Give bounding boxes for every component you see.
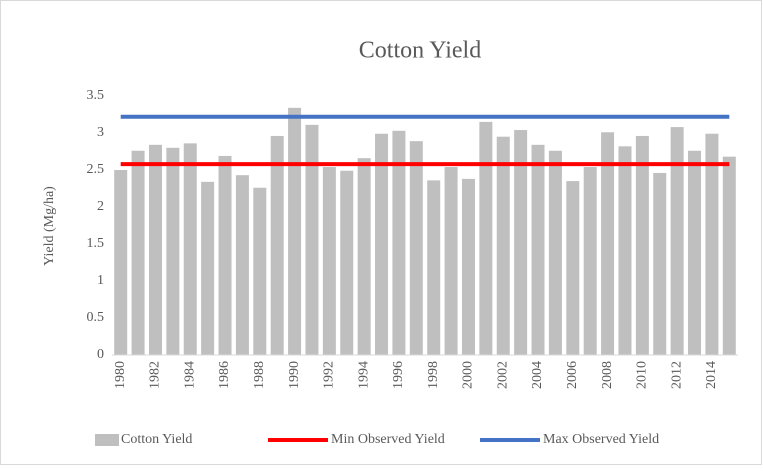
bar (114, 170, 128, 355)
bar (305, 124, 319, 355)
x-tick-label: 2006 (565, 361, 580, 389)
x-tick-label: 1994 (356, 361, 371, 389)
x-tick-label: 2000 (461, 361, 476, 389)
x-tick-label: 2008 (600, 361, 615, 389)
y-tick-label: 3 (97, 125, 104, 140)
bar (340, 170, 354, 355)
bar (235, 175, 249, 355)
bar (183, 143, 197, 355)
bar (583, 167, 597, 355)
bar (670, 127, 684, 355)
x-tick-label: 1998 (426, 361, 441, 389)
y-tick-label: 1 (97, 273, 104, 288)
x-tick-label: 2002 (495, 361, 510, 389)
x-tick-label: 2014 (704, 361, 719, 389)
x-tick-label: 2004 (530, 361, 545, 389)
bar (531, 144, 545, 355)
bar (688, 150, 702, 355)
legend-swatch (95, 434, 119, 446)
legend-label: Cotton Yield (121, 432, 192, 447)
bar (461, 178, 475, 355)
bar (322, 167, 336, 355)
bar (705, 133, 719, 355)
y-tick-label: 2.5 (87, 162, 105, 177)
bar (635, 135, 649, 355)
x-tick-label: 1992 (322, 361, 337, 389)
bar (357, 158, 371, 355)
x-tick-label: 2010 (635, 361, 650, 389)
y-tick-label: 0 (97, 347, 104, 362)
bar (618, 146, 632, 355)
bar (201, 181, 215, 355)
bar (479, 121, 493, 356)
bar (392, 130, 406, 355)
legend-label: Max Observed Yield (543, 432, 659, 447)
bar (166, 147, 180, 355)
y-tick-label: 2 (97, 199, 104, 214)
bar (253, 187, 267, 355)
bar (409, 141, 423, 355)
y-tick-label: 0.5 (87, 310, 105, 325)
chart-title: Cotton Yield (359, 38, 481, 64)
bar (218, 155, 232, 355)
x-tick-label: 1984 (182, 361, 197, 389)
bar (444, 167, 458, 355)
x-tick-label: 1986 (217, 361, 232, 389)
bar (148, 144, 162, 355)
bar (566, 181, 580, 355)
bar (375, 133, 389, 355)
bar (722, 156, 736, 355)
x-tick-label: 1990 (287, 361, 302, 389)
bar (514, 130, 528, 355)
bar (653, 172, 667, 355)
y-tick-label: 1.5 (87, 236, 105, 251)
x-tick-label: 1980 (113, 361, 128, 389)
x-tick-label: 1982 (148, 361, 163, 389)
bar (270, 135, 284, 355)
legend-label: Min Observed Yield (331, 432, 445, 447)
bar (427, 180, 441, 355)
x-tick-label: 1996 (391, 361, 406, 389)
y-tick-label: 3.5 (87, 88, 105, 103)
bar (288, 107, 302, 355)
x-tick-label: 1988 (252, 361, 267, 389)
x-tick-label: 2012 (669, 361, 684, 389)
bar (131, 150, 145, 355)
y-axis-label: Yield (Mg/ha) (42, 186, 57, 266)
bar (548, 150, 562, 355)
bar (601, 132, 615, 355)
bar (496, 136, 510, 355)
